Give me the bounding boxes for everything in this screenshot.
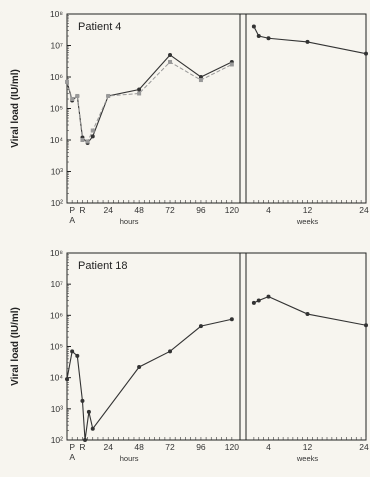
x-tick-label: 12 [303, 205, 313, 215]
y-tick-label: 10³ [51, 404, 63, 414]
y-axis-label: Viral load (IU/ml) [10, 307, 21, 386]
x-axis-label-hours: hours [120, 454, 139, 463]
data-point [198, 78, 203, 83]
panel-title: Patient 18 [78, 260, 128, 272]
data-point [305, 39, 310, 44]
data-point [198, 75, 203, 79]
x-tick-label: R [79, 442, 85, 452]
data-point [75, 93, 80, 98]
y-tick-label: 10⁷ [50, 41, 63, 51]
data-point [305, 312, 310, 317]
data-point [168, 59, 173, 64]
data-point [251, 24, 256, 29]
data-point [256, 298, 261, 303]
y-tick-label: 10⁴ [50, 135, 63, 145]
data-point [168, 52, 173, 57]
data-point [80, 138, 85, 142]
y-tick-label: 10² [51, 435, 63, 445]
x-tick-label: 12 [303, 442, 313, 452]
x-tick-label: 24 [359, 442, 369, 452]
y-tick-label: 10⁶ [50, 310, 63, 320]
x-tick-label: 48 [134, 442, 144, 452]
patient-4-panel: 10² 10³ 10⁴ 10⁵ 10⁶ 10⁷ 10⁸ P R 24 48 72 96 120 A 4 12 24… [10, 9, 369, 226]
data-point [85, 139, 90, 144]
x-axis-label-weeks: weeks [296, 217, 319, 226]
x-tick-label: R [79, 205, 85, 215]
data-point [168, 349, 173, 354]
x-axis-label-hours: hours [120, 217, 139, 226]
x-tick-label: P [69, 442, 75, 452]
data-point [229, 62, 234, 67]
x-tick-label: 96 [196, 442, 206, 452]
y-tick-label: 10⁸ [50, 248, 63, 258]
x-tick-label: 24 [103, 442, 113, 452]
data-point [266, 294, 271, 299]
data-point [364, 51, 368, 56]
x-tick-label: 72 [165, 205, 175, 215]
x-sub-label: A [69, 215, 75, 225]
x-sub-label: A [69, 452, 75, 462]
x-tick-label: 120 [225, 205, 239, 215]
data-point [137, 364, 142, 369]
data-point [266, 36, 271, 41]
plot-frame [66, 252, 367, 441]
plot-frame [66, 13, 367, 204]
x-tick-label: P [69, 205, 75, 215]
x-axis-label-weeks: weeks [296, 454, 319, 463]
data-point [65, 377, 69, 382]
panel-title: Patient 4 [78, 21, 121, 33]
y-tick-label: 10⁴ [50, 373, 63, 383]
data-point [256, 34, 261, 39]
data-point [106, 93, 111, 98]
data-point [70, 97, 75, 102]
y-tick-label: 10³ [51, 167, 63, 177]
y-tick-label: 10⁵ [50, 342, 63, 352]
x-tick-label: 24 [359, 205, 369, 215]
data-point [364, 323, 368, 328]
y-axis-label: Viral load (IU/ml) [10, 69, 21, 148]
y-tick-label: 10⁵ [50, 104, 63, 114]
data-point [86, 409, 91, 414]
data-point [90, 426, 95, 431]
x-tick-label: 120 [225, 442, 239, 452]
x-tick-label: 48 [134, 205, 144, 215]
x-tick-label: 96 [196, 205, 206, 215]
data-point [90, 128, 95, 133]
data-point [90, 134, 95, 139]
y-tick-label: 10⁸ [50, 9, 63, 19]
x-tick-label: 4 [266, 442, 271, 452]
patient-18-panel: 10² 10³ 10⁴ 10⁵ 10⁶ 10⁷ 10⁸ P R 24 48 72 96 120 A 4 12 24… [10, 248, 369, 463]
data-point [198, 324, 203, 329]
series-0-weeks-line [253, 26, 367, 55]
data-point [251, 300, 256, 305]
x-tick-label: 24 [103, 205, 113, 215]
data-point [70, 349, 75, 354]
data-point [229, 317, 234, 322]
data-point [75, 353, 80, 358]
series-0-weeks-line [253, 295, 367, 326]
x-tick-label: 4 [266, 205, 271, 215]
y-tick-label: 10² [51, 198, 63, 208]
series-0-hours-line [66, 318, 232, 441]
data-point [137, 91, 142, 96]
x-tick-label: 72 [165, 442, 175, 452]
data-point [137, 87, 142, 92]
data-point [80, 398, 85, 403]
y-tick-label: 10⁷ [50, 279, 63, 289]
data-point [65, 79, 69, 84]
y-tick-label: 10⁶ [50, 72, 63, 82]
data-point [83, 438, 88, 442]
